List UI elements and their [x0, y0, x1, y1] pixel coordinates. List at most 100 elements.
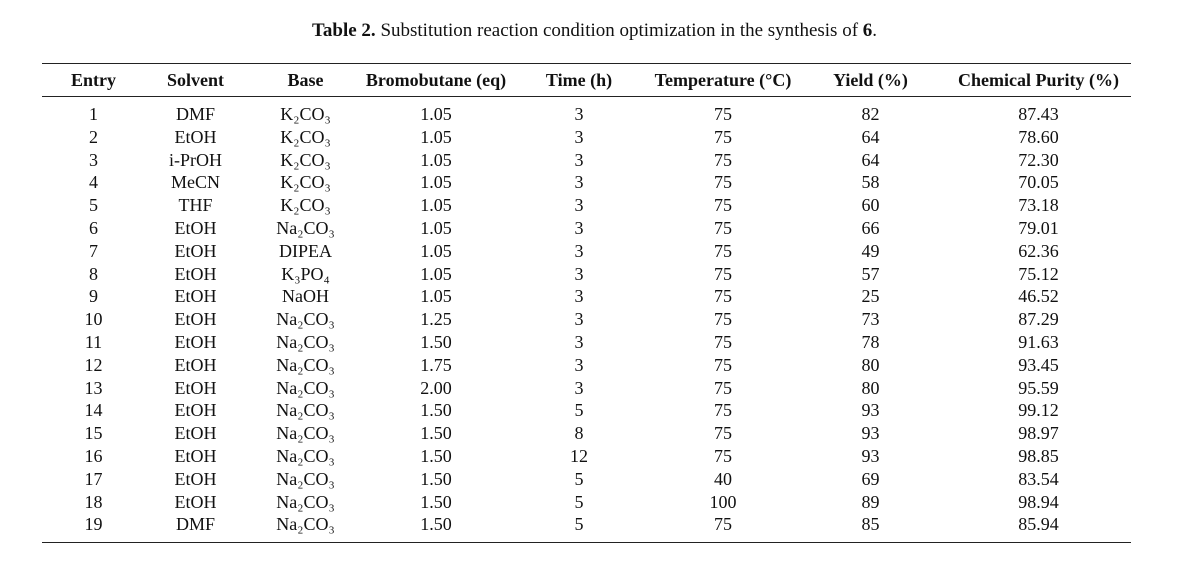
- table-cell: 1.05: [420, 126, 452, 147]
- table-cell: EtOH: [174, 331, 217, 352]
- table-cell: 93: [861, 423, 880, 444]
- column-header: Base: [287, 69, 324, 90]
- table-cell: K₂CO₃: [280, 149, 331, 170]
- table-row: 4 MeCN K₂CO₃ 1.05 3 75 58 70.05: [42, 171, 1131, 194]
- column-header: Bromobutane (eq): [365, 69, 507, 90]
- column-header: Entry: [71, 69, 116, 90]
- table-cell: 3: [574, 309, 584, 330]
- table-cell: EtOH: [174, 217, 217, 238]
- table-cell: EtOH: [174, 491, 217, 512]
- table-cell: 75: [714, 423, 732, 444]
- table-cell: 75: [714, 331, 732, 352]
- table-cell: 12: [84, 354, 103, 375]
- table: Entry Solvent Base Bromobutane (eq) Time (h)…: [42, 63, 1131, 543]
- table-cell: 5: [89, 195, 98, 216]
- table-cell: K₂CO₃: [280, 195, 331, 216]
- table-cell: NaOH: [282, 286, 329, 307]
- column-header: Temperature (°C): [654, 69, 792, 90]
- table-cell: 87.29: [1018, 309, 1059, 330]
- table-cell: 19: [84, 514, 103, 535]
- table-cell: 73: [861, 309, 880, 330]
- table-row: 5 THF K₂CO₃ 1.05 3 75 60 73.18: [42, 194, 1131, 217]
- caption-label: Table 2.: [311, 20, 376, 41]
- table-cell: 14: [84, 400, 103, 421]
- table-row: 10 EtOH Na₂CO₃ 1.25 3 75 73 87.29: [42, 308, 1131, 331]
- column-header: Chemical Purity (%): [958, 69, 1119, 90]
- table-cell: 75: [714, 286, 732, 307]
- caption-compound: 6: [862, 20, 873, 41]
- table-cell: 25: [861, 286, 880, 307]
- table-cell: 3: [574, 331, 584, 352]
- table-cell: 1.05: [420, 240, 452, 261]
- table-cell: 85.94: [1018, 514, 1059, 535]
- table-cell: 69: [861, 468, 880, 489]
- table-row: 11 EtOH Na₂CO₃ 1.50 3 75 78 91.63: [42, 331, 1131, 354]
- table-row: 8 EtOH K₃PO₄ 1.05 3 75 57 75.12: [42, 263, 1131, 286]
- table-cell: 3: [574, 286, 584, 307]
- table-body: 1 DMF K₂CO₃ 1.05 3 75 82 87.43 2 EtOH K₂CO₃ 1.05 3 75…: [42, 97, 1131, 543]
- table-cell: 95.59: [1018, 377, 1059, 398]
- table-cell: 3: [574, 126, 584, 147]
- table-cell: K₂CO₃: [280, 104, 331, 124]
- table-cell: 18: [84, 491, 103, 512]
- table-cell: 93: [861, 445, 880, 466]
- table-cell: EtOH: [174, 240, 217, 261]
- table-cell: 75: [714, 172, 732, 193]
- table-cell: Na₂CO₃: [276, 377, 335, 398]
- table-cell: 75: [714, 217, 732, 238]
- table-cell: 75: [714, 104, 732, 124]
- table-cell: 75: [714, 514, 732, 535]
- table-cell: 1.50: [420, 423, 452, 444]
- table-cell: 1.05: [420, 195, 452, 216]
- table-row: 17 EtOH Na₂CO₃ 1.50 5 40 69 83.54: [42, 468, 1131, 491]
- table-cell: 1.05: [420, 172, 452, 193]
- caption-text: Substitution reaction condition optimiza…: [380, 20, 859, 41]
- table-cell: 3: [574, 217, 584, 238]
- table-cell: 75: [714, 354, 732, 375]
- table-cell: 75: [714, 240, 732, 261]
- table-cell: 5: [574, 400, 584, 421]
- table-cell: Na₂CO₃: [276, 468, 335, 489]
- table-cell: 93.45: [1018, 354, 1059, 375]
- caption: Table 2. Substitution reaction condition…: [0, 20, 1189, 42]
- table-row: 15 EtOH Na₂CO₃ 1.50 8 75 93 98.97: [42, 422, 1131, 445]
- table-cell: Na₂CO₃: [276, 354, 335, 375]
- table-cell: 16: [84, 445, 103, 466]
- table-cell: 1.05: [420, 286, 452, 307]
- table-cell: 10: [84, 309, 103, 330]
- table-cell: 1.50: [420, 514, 452, 535]
- table-cell: 98.94: [1018, 491, 1059, 512]
- caption-end: .: [872, 20, 878, 41]
- table-cell: 2.00: [420, 377, 452, 398]
- table-cell: 78: [861, 331, 880, 352]
- table-cell: 1.50: [420, 445, 452, 466]
- table-cell: 1.05: [420, 104, 452, 124]
- table-row: 7 EtOH DIPEA 1.05 3 75 49 62.36: [42, 240, 1131, 263]
- table-cell: 1.75: [420, 354, 452, 375]
- table-cell: 93: [861, 400, 880, 421]
- table-cell: EtOH: [174, 126, 217, 147]
- table-cell: EtOH: [174, 400, 217, 421]
- table-row: 2 EtOH K₂CO₃ 1.05 3 75 64 78.60: [42, 126, 1131, 149]
- table-cell: Na₂CO₃: [276, 400, 335, 421]
- table-row: 18 EtOH Na₂CO₃ 1.50 5 100 89 98.94: [42, 491, 1131, 514]
- table-cell: 1.50: [420, 400, 452, 421]
- table-cell: 75: [714, 263, 732, 284]
- table-row: 14 EtOH Na₂CO₃ 1.50 5 75 93 99.12: [42, 399, 1131, 422]
- table-cell: DIPEA: [279, 240, 332, 261]
- table-cell: K₂CO₃: [280, 126, 331, 147]
- table-cell: 75: [714, 126, 732, 147]
- table-cell: DMF: [175, 514, 215, 535]
- table-row: 3 i-PrOH K₂CO₃ 1.05 3 75 64 72.30: [42, 149, 1131, 172]
- table-cell: 1.05: [420, 149, 452, 170]
- table-cell: 80: [861, 354, 880, 375]
- table-cell: EtOH: [174, 354, 217, 375]
- table-cell: 46.52: [1018, 286, 1059, 307]
- table-cell: Na₂CO₃: [276, 309, 335, 330]
- column-header: Time (h): [545, 69, 613, 90]
- table-cell: 3: [574, 354, 584, 375]
- table-row: 12 EtOH Na₂CO₃ 1.75 3 75 80 93.45: [42, 354, 1131, 377]
- table-cell: 3: [89, 149, 98, 170]
- table-cell: 17: [84, 468, 103, 489]
